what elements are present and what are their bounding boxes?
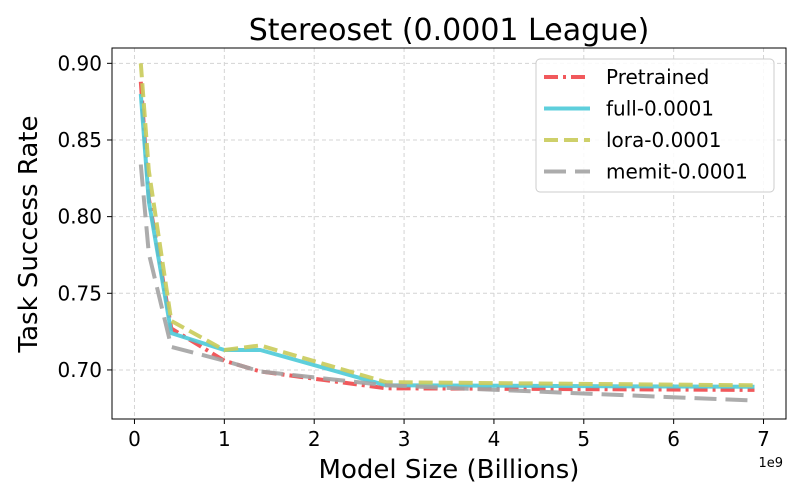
series-line-memit-0.0001: [138, 164, 755, 403]
y-tick-label: 0.75: [57, 281, 102, 305]
legend-label-lora-0.0001: lora-0.0001: [606, 128, 721, 152]
legend-frame: [535, 58, 775, 193]
x-axis-offset-label: 1e9: [758, 456, 783, 471]
legend-label-memit-0.0001: memit-0.0001: [606, 160, 748, 184]
x-axis-label: Model Size (Billions): [319, 455, 580, 485]
y-axis-label: Task Success Rate: [14, 116, 44, 354]
y-tick-label: 0.85: [57, 128, 102, 152]
x-tick-label: 3: [398, 427, 411, 451]
legend: Pretrained full-0.0001 lora-0.0001 memit-0.…: [535, 58, 775, 193]
legend-label-full-0.0001: full-0.0001: [606, 97, 714, 121]
x-tick-label: 1: [218, 427, 231, 451]
y-tick-label: 0.90: [57, 51, 102, 75]
x-tick-label: 7: [757, 427, 770, 451]
x-tick-label: 0: [128, 427, 141, 451]
y-axis-ticks: 0.70 0.75 0.80 0.85 0.90: [57, 51, 112, 382]
x-tick-label: 6: [667, 427, 680, 451]
x-axis-ticks: 0 1 2 3 4 5 6 7: [128, 419, 770, 451]
chart-title: Stereoset (0.0001 League): [249, 13, 650, 48]
x-tick-label: 5: [577, 427, 590, 451]
x-tick-label: 2: [308, 427, 321, 451]
series-lines: [138, 63, 755, 403]
series-line-lora-0.0001: [138, 63, 755, 388]
y-tick-label: 0.70: [57, 358, 102, 382]
y-tick-label: 0.80: [57, 205, 102, 229]
x-tick-label: 4: [488, 427, 501, 451]
plot-frame: [111, 47, 787, 420]
legend-label-Pretrained: Pretrained: [606, 65, 709, 89]
